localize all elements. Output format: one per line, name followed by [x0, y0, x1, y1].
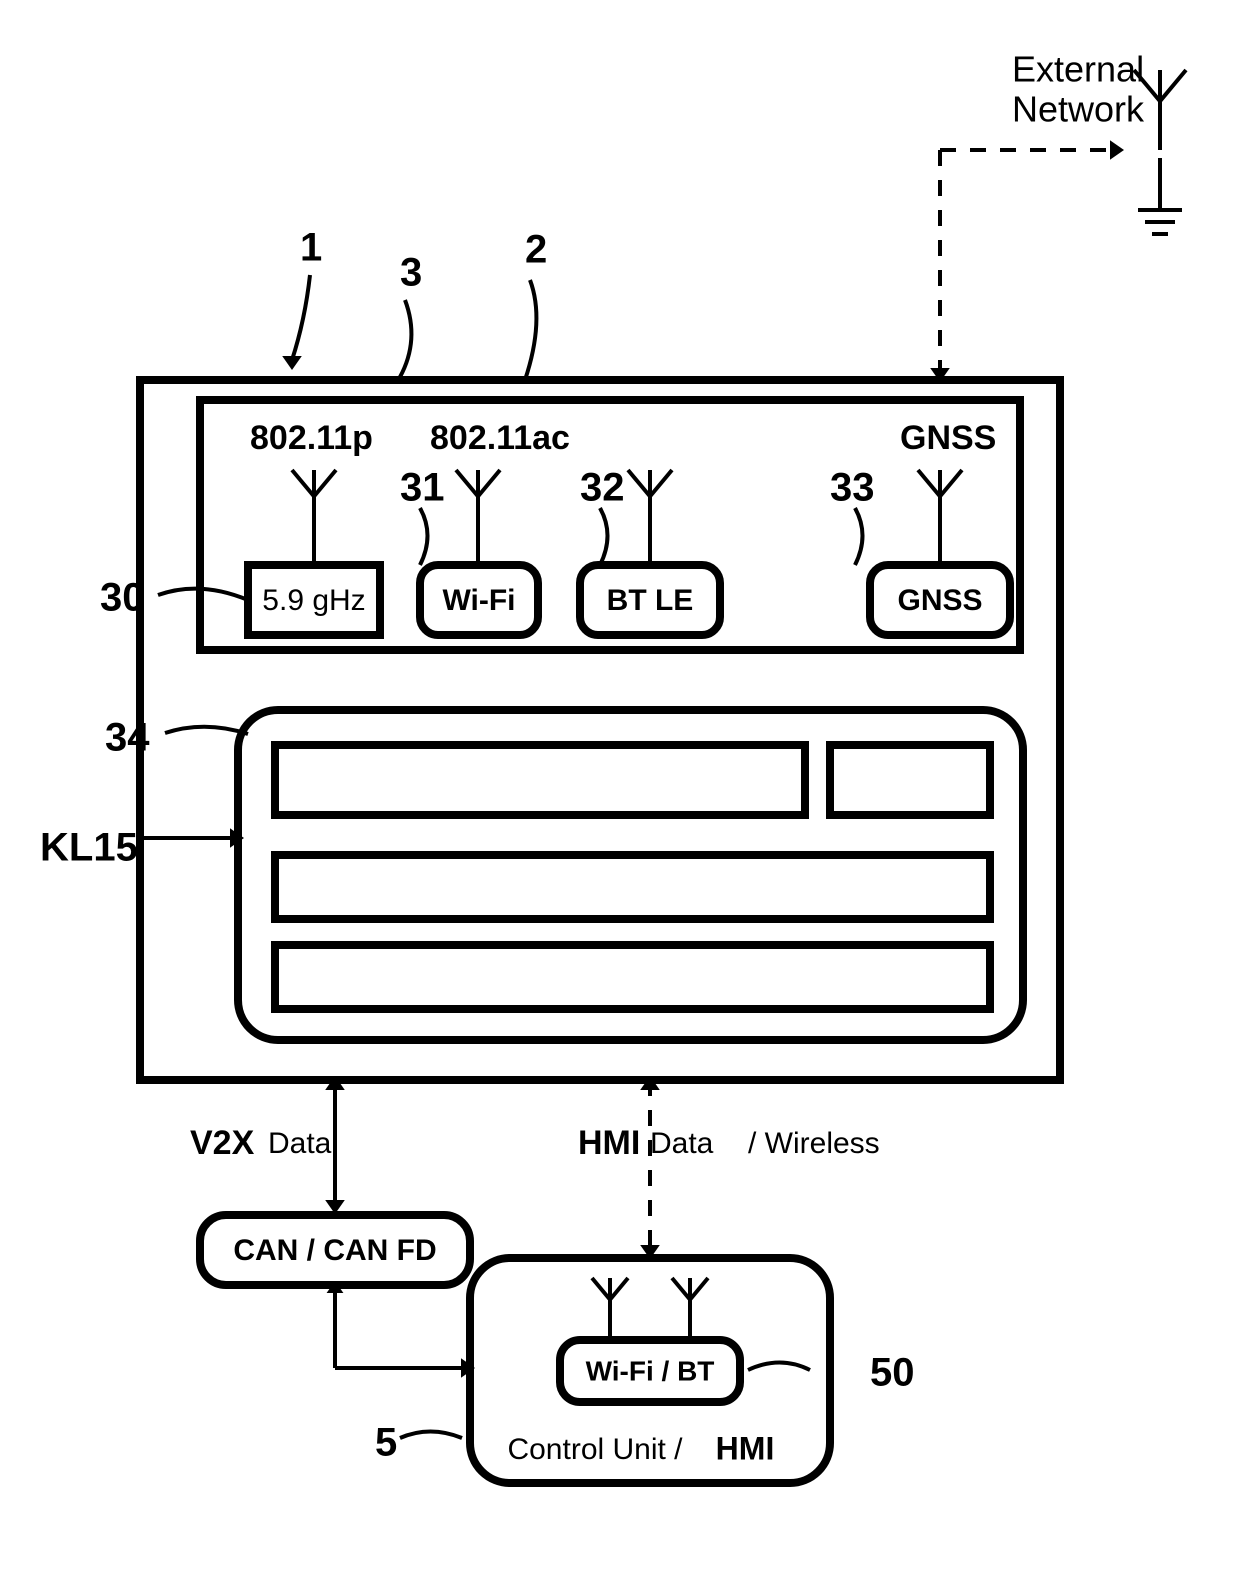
- ref-31: 31: [400, 466, 445, 510]
- label-80211ac: 802.11ac: [430, 419, 570, 457]
- can-label: CAN / CAN FD: [233, 1234, 436, 1267]
- ref-32: 32: [580, 466, 625, 510]
- v2x-label: V2X: [190, 1124, 255, 1162]
- ref-3: 3: [400, 251, 422, 295]
- external-network-label: Network: [1012, 89, 1145, 130]
- label-80211p: 802.11p: [250, 419, 373, 457]
- wifibt-label: Wi-Fi / BT: [586, 1355, 715, 1386]
- ref-2: 2: [525, 228, 547, 272]
- module-btle-label: BT LE: [607, 584, 694, 617]
- ref-33: 33: [830, 466, 875, 510]
- ctrl-label-hmi: HMI: [716, 1430, 775, 1466]
- external-network-label: External: [1012, 49, 1144, 90]
- ref-50: 50: [870, 1351, 915, 1395]
- hmi-label: HMI: [578, 1124, 640, 1162]
- hmi-label-suffix: / Wireless: [748, 1127, 880, 1160]
- kl15-label: KL15: [40, 826, 138, 870]
- ref-1: 1: [300, 226, 322, 270]
- module-ghz-label: 5.9 gHz: [262, 584, 365, 617]
- module-gnss-label: GNSS: [897, 584, 982, 617]
- label-gnss: GNSS: [900, 419, 996, 457]
- module-wifi-label: Wi-Fi: [442, 584, 515, 617]
- ref-5: 5: [375, 1421, 397, 1465]
- hmi-label-mid: Data: [650, 1127, 714, 1160]
- v2x-label-suffix: Data: [268, 1127, 332, 1160]
- ctrl-label: Control Unit /: [507, 1433, 683, 1466]
